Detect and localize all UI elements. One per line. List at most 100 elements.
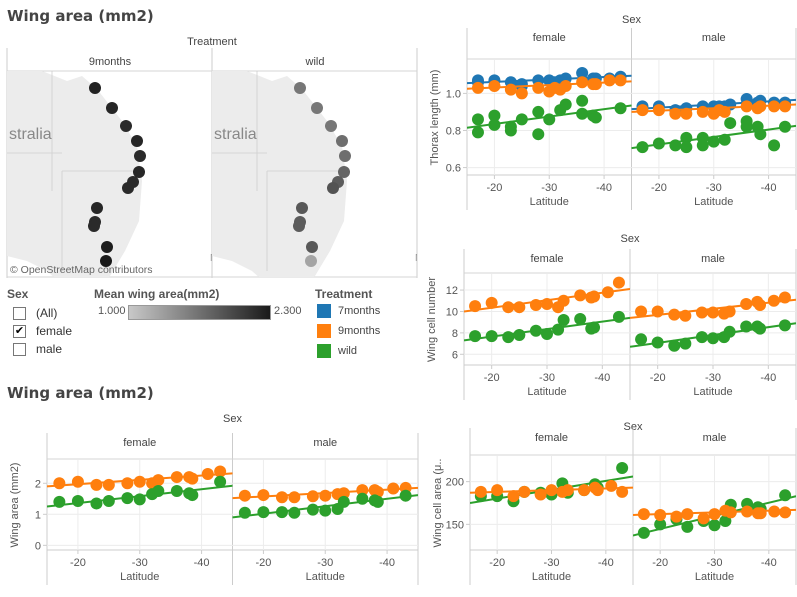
data-point-9months[interactable]	[605, 479, 618, 492]
data-point-9months[interactable]	[186, 472, 199, 485]
data-point-wild[interactable]	[616, 461, 629, 474]
data-point-wild[interactable]	[707, 135, 720, 148]
data-point-wild[interactable]	[186, 489, 199, 502]
data-point-9months[interactable]	[121, 477, 134, 490]
map-point[interactable]	[306, 241, 318, 253]
map-panel-9months[interactable]: stralia N	[7, 71, 217, 282]
map-point[interactable]	[91, 202, 103, 214]
data-point-9months[interactable]	[507, 490, 520, 503]
map-panel-wild[interactable]: stralia N	[212, 71, 420, 282]
data-point-9months[interactable]	[612, 276, 625, 289]
data-point-wild[interactable]	[576, 107, 589, 120]
data-point-9months[interactable]	[779, 100, 792, 113]
data-point-wild[interactable]	[668, 339, 681, 352]
data-point-wild[interactable]	[532, 105, 545, 118]
legend-item-wild[interactable]: wild	[317, 344, 357, 358]
data-point-wild[interactable]	[679, 337, 692, 350]
data-point-9months[interactable]	[576, 76, 589, 89]
data-point-9months[interactable]	[306, 490, 319, 503]
legend-item-7months[interactable]: 7months	[317, 304, 380, 318]
data-point-wild[interactable]	[90, 497, 103, 510]
data-point-wild[interactable]	[471, 126, 484, 139]
data-point-wild[interactable]	[557, 314, 570, 327]
data-point-9months[interactable]	[214, 465, 227, 478]
sex-filter-female[interactable]: ✔ female	[13, 324, 72, 338]
map-point[interactable]	[311, 102, 323, 114]
data-point-wild[interactable]	[696, 139, 709, 152]
chart-wingcellarea[interactable]: Sex Wing cell area (μ.. 150 200 female -20 -30…	[432, 421, 797, 585]
data-point-9months[interactable]	[779, 506, 792, 519]
data-point-9months[interactable]	[485, 296, 498, 309]
data-point-9months[interactable]	[697, 512, 710, 525]
data-point-wild[interactable]	[102, 494, 115, 507]
chart-wingarea[interactable]: Sex Wing area (mm2) 0 1 2 female -20 -30 -40 Lati…	[9, 413, 419, 585]
data-point-9months[interactable]	[71, 475, 84, 488]
data-point-9months[interactable]	[636, 104, 649, 117]
map-point[interactable]	[293, 220, 305, 232]
legend-item-9months[interactable]: 9months	[317, 324, 380, 338]
map-point[interactable]	[336, 135, 348, 147]
chart-thorax[interactable]: Sex Thorax length (mm) 0.6 0.8 1.0 female -20 -…	[429, 14, 797, 210]
data-point-wild[interactable]	[614, 102, 627, 115]
map-point[interactable]	[106, 102, 118, 114]
data-point-9months[interactable]	[319, 489, 332, 502]
data-point-9months[interactable]	[635, 305, 648, 318]
data-point-9months[interactable]	[288, 491, 301, 504]
data-point-wild[interactable]	[257, 506, 270, 519]
map-point[interactable]	[338, 166, 350, 178]
data-point-wild[interactable]	[589, 111, 602, 124]
map-point[interactable]	[133, 166, 145, 178]
map-point[interactable]	[89, 82, 101, 94]
data-point-9months[interactable]	[589, 78, 602, 91]
data-point-wild[interactable]	[680, 141, 693, 154]
data-point-9months[interactable]	[591, 484, 604, 497]
data-point-9months[interactable]	[578, 484, 591, 497]
data-point-wild[interactable]	[612, 310, 625, 323]
data-point-wild[interactable]	[740, 120, 753, 133]
map-point[interactable]	[101, 241, 113, 253]
data-point-9months[interactable]	[559, 79, 572, 92]
data-point-9months[interactable]	[740, 297, 753, 310]
data-point-wild[interactable]	[488, 109, 501, 122]
data-point-wild[interactable]	[574, 312, 587, 325]
map-point[interactable]	[296, 202, 308, 214]
checkbox-all[interactable]	[13, 306, 26, 320]
map-point[interactable]	[134, 150, 146, 162]
data-point-9months[interactable]	[491, 484, 504, 497]
data-point-9months[interactable]	[133, 475, 146, 488]
data-point-9months[interactable]	[708, 508, 721, 521]
data-point-9months[interactable]	[238, 489, 251, 502]
data-point-7months[interactable]	[576, 66, 589, 79]
data-point-wild[interactable]	[719, 514, 732, 527]
map-point[interactable]	[120, 120, 132, 132]
data-point-wild[interactable]	[71, 494, 84, 507]
data-point-9months[interactable]	[718, 105, 731, 118]
data-point-9months[interactable]	[201, 467, 214, 480]
data-point-9months[interactable]	[90, 478, 103, 491]
data-point-wild[interactable]	[708, 519, 721, 532]
data-point-wild[interactable]	[559, 98, 572, 111]
data-point-9months[interactable]	[768, 505, 781, 518]
data-point-wild[interactable]	[532, 128, 545, 141]
data-point-9months[interactable]	[504, 83, 517, 96]
data-point-9months[interactable]	[754, 299, 767, 312]
data-point-9months[interactable]	[723, 305, 736, 318]
data-point-9months[interactable]	[668, 308, 681, 321]
map-point[interactable]	[131, 135, 143, 147]
data-point-wild[interactable]	[541, 327, 553, 340]
sex-filter-male[interactable]: male	[13, 342, 62, 356]
checkbox-male[interactable]	[13, 342, 26, 356]
map-point[interactable]	[100, 255, 112, 267]
map-point[interactable]	[88, 220, 100, 232]
map-point[interactable]	[122, 182, 134, 194]
chart-wingcell[interactable]: Sex Wing cell number 6 8 10 12 female -20 -30 -40…	[426, 233, 797, 400]
data-point-9months[interactable]	[754, 507, 767, 520]
data-point-wild[interactable]	[306, 503, 319, 516]
sex-filter-all[interactable]: (All)	[13, 306, 57, 320]
map-point[interactable]	[305, 255, 317, 267]
data-point-wild[interactable]	[513, 329, 526, 342]
data-point-9months[interactable]	[102, 478, 115, 491]
data-point-9months[interactable]	[614, 74, 627, 87]
data-point-wild[interactable]	[576, 94, 589, 107]
data-point-wild[interactable]	[588, 321, 601, 334]
